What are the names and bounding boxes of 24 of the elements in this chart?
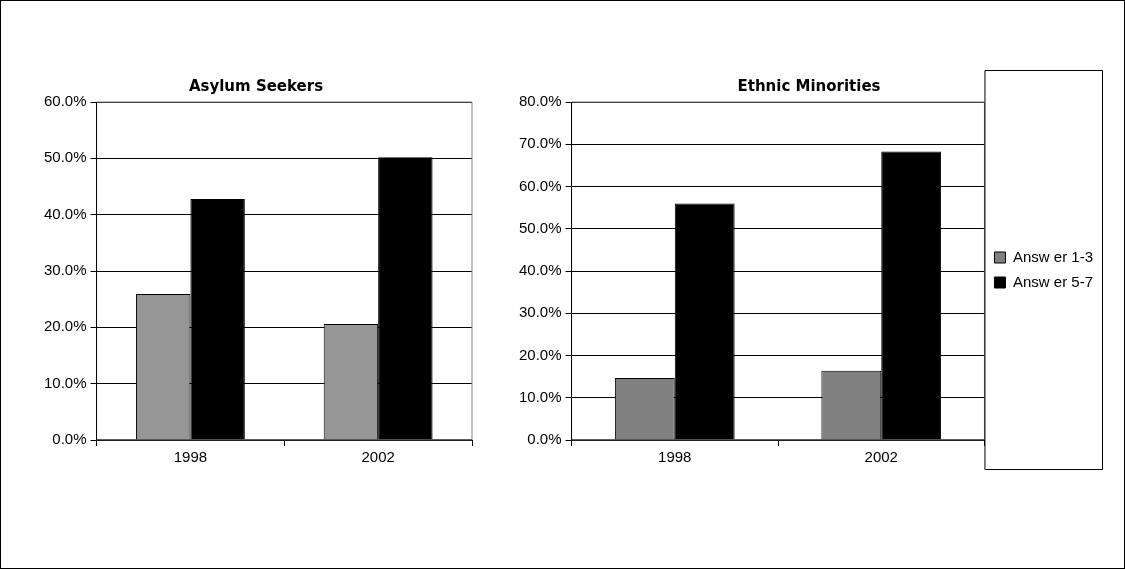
y-tick-label: 10.0% [43, 373, 87, 391]
y-tick-label: 40.0% [43, 204, 87, 222]
chart-title: Ethnic Minorities [737, 76, 881, 95]
y-tick-label: 0.0% [527, 430, 562, 448]
x-tick-label: 1998 [658, 448, 692, 466]
y-tick-label: 70.0% [518, 134, 562, 152]
x-tick-label: 2002 [361, 448, 395, 466]
y-tick-label: 60.0% [43, 92, 87, 110]
y-tick-label: 30.0% [518, 303, 562, 321]
y-tick-label: 20.0% [518, 345, 562, 363]
y-tick-label: 80.0% [518, 92, 562, 110]
y-tick-label: 40.0% [518, 261, 562, 279]
y-tick-label: 50.0% [43, 148, 87, 166]
legend-label: Answ er 5-7 [1012, 272, 1094, 290]
y-tick-label: 0.0% [52, 430, 87, 448]
x-tick-label: 1998 [173, 448, 208, 466]
y-tick-label: 10.0% [518, 387, 562, 405]
y-tick-label: 50.0% [518, 218, 562, 236]
y-tick-label: 30.0% [43, 261, 87, 279]
legend-label: Answ er 1-3 [1012, 247, 1094, 265]
chart-title: Asylum Seekers [188, 76, 324, 95]
x-tick-label: 2002 [864, 448, 898, 466]
y-tick-label: 60.0% [518, 176, 562, 194]
y-tick-label: 20.0% [43, 317, 87, 335]
